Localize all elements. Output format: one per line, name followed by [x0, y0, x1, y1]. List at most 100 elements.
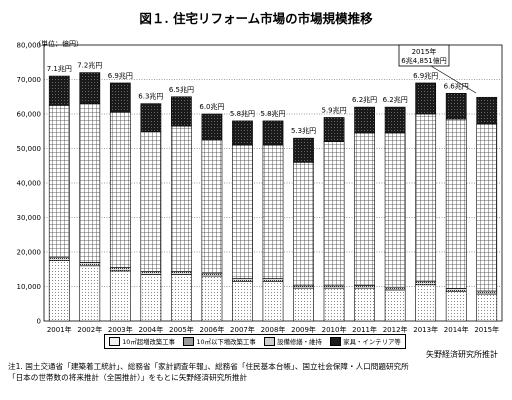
bar-segment-2 — [293, 285, 314, 289]
y-tick-label: 80,000 — [17, 42, 42, 50]
bar-segment-1 — [445, 291, 467, 322]
x-tick-label: 2009年 — [291, 325, 316, 334]
bar-segment-4 — [476, 96, 498, 125]
data-label: 6.6兆円 — [444, 81, 469, 90]
data-label: 5.3兆円 — [291, 126, 316, 135]
bar-segment-1 — [79, 265, 101, 322]
bar-segment-3 — [262, 144, 284, 279]
bar-segment-2 — [232, 278, 253, 282]
legend-item: 10㎡超増改築工事 — [109, 337, 175, 346]
bar-segment-2 — [171, 271, 192, 275]
data-label: 6.5兆円 — [169, 85, 194, 94]
bar-segment-1 — [384, 289, 406, 322]
bar-segment-3 — [323, 141, 345, 287]
legend-label: 10㎡超増改築工事 — [122, 338, 176, 346]
bar-segment-4 — [232, 120, 253, 146]
bar-segment-2 — [79, 262, 101, 267]
bar-segment-2 — [140, 271, 162, 275]
bar-segment-2 — [262, 278, 284, 282]
data-label: 6.0兆円 — [199, 102, 224, 111]
data-label: 6.9兆円 — [108, 71, 133, 80]
bar-segment-3 — [476, 123, 498, 292]
data-label: 6.2兆円 — [352, 95, 377, 104]
bar-segment-2 — [384, 286, 406, 291]
unit-label: （単位：億円） — [34, 40, 83, 48]
bar-segment-1 — [354, 287, 375, 322]
bar-segment-3 — [201, 139, 223, 274]
bar-segment-1 — [415, 284, 437, 322]
legend: 10㎡超増改築工事 10㎡以下増改築工事 設備修繕・維持 家具・インテリア等 — [104, 334, 406, 349]
bar-segment-3 — [415, 113, 437, 282]
bar-segment-3 — [171, 125, 192, 272]
note-line-2: 「日本の世帯数の将来推計（全国推計）」をもとに矢野経済研究所推計 — [8, 373, 248, 382]
bar-segment-4 — [354, 106, 375, 134]
bar-segment-2 — [323, 285, 345, 289]
bar-segment-1 — [201, 275, 223, 322]
callout-box — [398, 44, 450, 67]
source-label: 矢野経済研究所推計 — [426, 350, 498, 359]
bar-segment-2 — [354, 285, 375, 289]
bar-segment-4 — [201, 113, 223, 141]
bar-segment-3 — [79, 103, 101, 263]
x-tick-label: 2002年 — [77, 325, 102, 334]
x-tick-label: 2001年 — [47, 325, 72, 334]
note-line-1: 注1. 国土交通省「建築着工統計」、総務省「家計調査年報」、総務省「住民基本台帳… — [8, 362, 409, 371]
bar-segment-2 — [445, 288, 467, 292]
data-label: 5.9兆円 — [321, 105, 346, 114]
bar-segment-4 — [48, 75, 70, 106]
data-label: 6.2兆円 — [383, 95, 408, 104]
x-tick-label: 2013年 — [413, 325, 438, 334]
data-label: 5.8兆円 — [230, 109, 255, 118]
legend-swatch — [264, 337, 276, 346]
bar-segment-4 — [171, 96, 192, 127]
y-tick-label: 50,000 — [17, 145, 42, 153]
bar-segment-4 — [323, 117, 345, 142]
legend-swatch — [183, 337, 195, 346]
y-tick-label: 60,000 — [17, 111, 42, 119]
bar-segment-4 — [109, 82, 131, 113]
bar-segment-1 — [323, 287, 345, 322]
bar-segment-4 — [445, 93, 467, 120]
data-label: 7.2兆円 — [77, 61, 102, 70]
data-label: 6.3兆円 — [138, 92, 163, 101]
callout-2015: 2015年 6兆4,851億円 — [398, 44, 477, 94]
legend-swatch — [109, 337, 121, 346]
bar-segment-1 — [140, 274, 162, 322]
legend-label: 家具・インテリア等 — [343, 338, 401, 346]
x-tick-label: 2010年 — [322, 325, 347, 334]
x-tick-label: 2015年 — [474, 325, 499, 334]
x-tick-label: 2004年 — [138, 325, 163, 334]
bar-segment-3 — [445, 118, 467, 289]
bar-segment-4 — [293, 137, 314, 163]
x-tick-label: 2003年 — [108, 325, 133, 334]
bar-segment-3 — [140, 131, 162, 272]
x-tick-label: 2014年 — [444, 325, 469, 334]
x-tick-label: 2006年 — [200, 325, 225, 334]
x-tick-label: 2012年 — [383, 325, 408, 334]
bar-segment-2 — [109, 267, 131, 272]
x-tick-label: 2007年 — [230, 325, 255, 334]
bar-segment-4 — [384, 106, 406, 134]
y-tick-label: 10,000 — [17, 283, 42, 291]
y-tick-label: 20,000 — [17, 249, 42, 257]
bar-segment-1 — [171, 274, 192, 322]
chart-title: 図１. 住宅リフォーム市場の市場規模推移 — [139, 11, 373, 26]
legend-item: 設備修繕・維持 — [264, 337, 322, 346]
bar-segment-3 — [48, 105, 70, 258]
bar-segment-1 — [48, 260, 70, 322]
bar-segment-1 — [109, 270, 131, 322]
bar-segment-2 — [48, 256, 70, 261]
x-tick-label: 2005年 — [169, 325, 194, 334]
bar-segment-1 — [262, 281, 284, 322]
bar-segment-4 — [262, 120, 284, 146]
bar-segment-3 — [232, 144, 253, 279]
x-tick-label: 2011年 — [352, 325, 377, 334]
bar-segment-2 — [415, 281, 437, 286]
callout-line-1: 2015年 — [412, 47, 437, 56]
bar-segment-3 — [384, 132, 406, 288]
bar-segment-2 — [476, 290, 498, 295]
data-label: 5.8兆円 — [260, 109, 285, 118]
callout-arrow — [430, 65, 477, 94]
bar-segment-1 — [476, 293, 498, 322]
bar-segment-1 — [293, 287, 314, 322]
